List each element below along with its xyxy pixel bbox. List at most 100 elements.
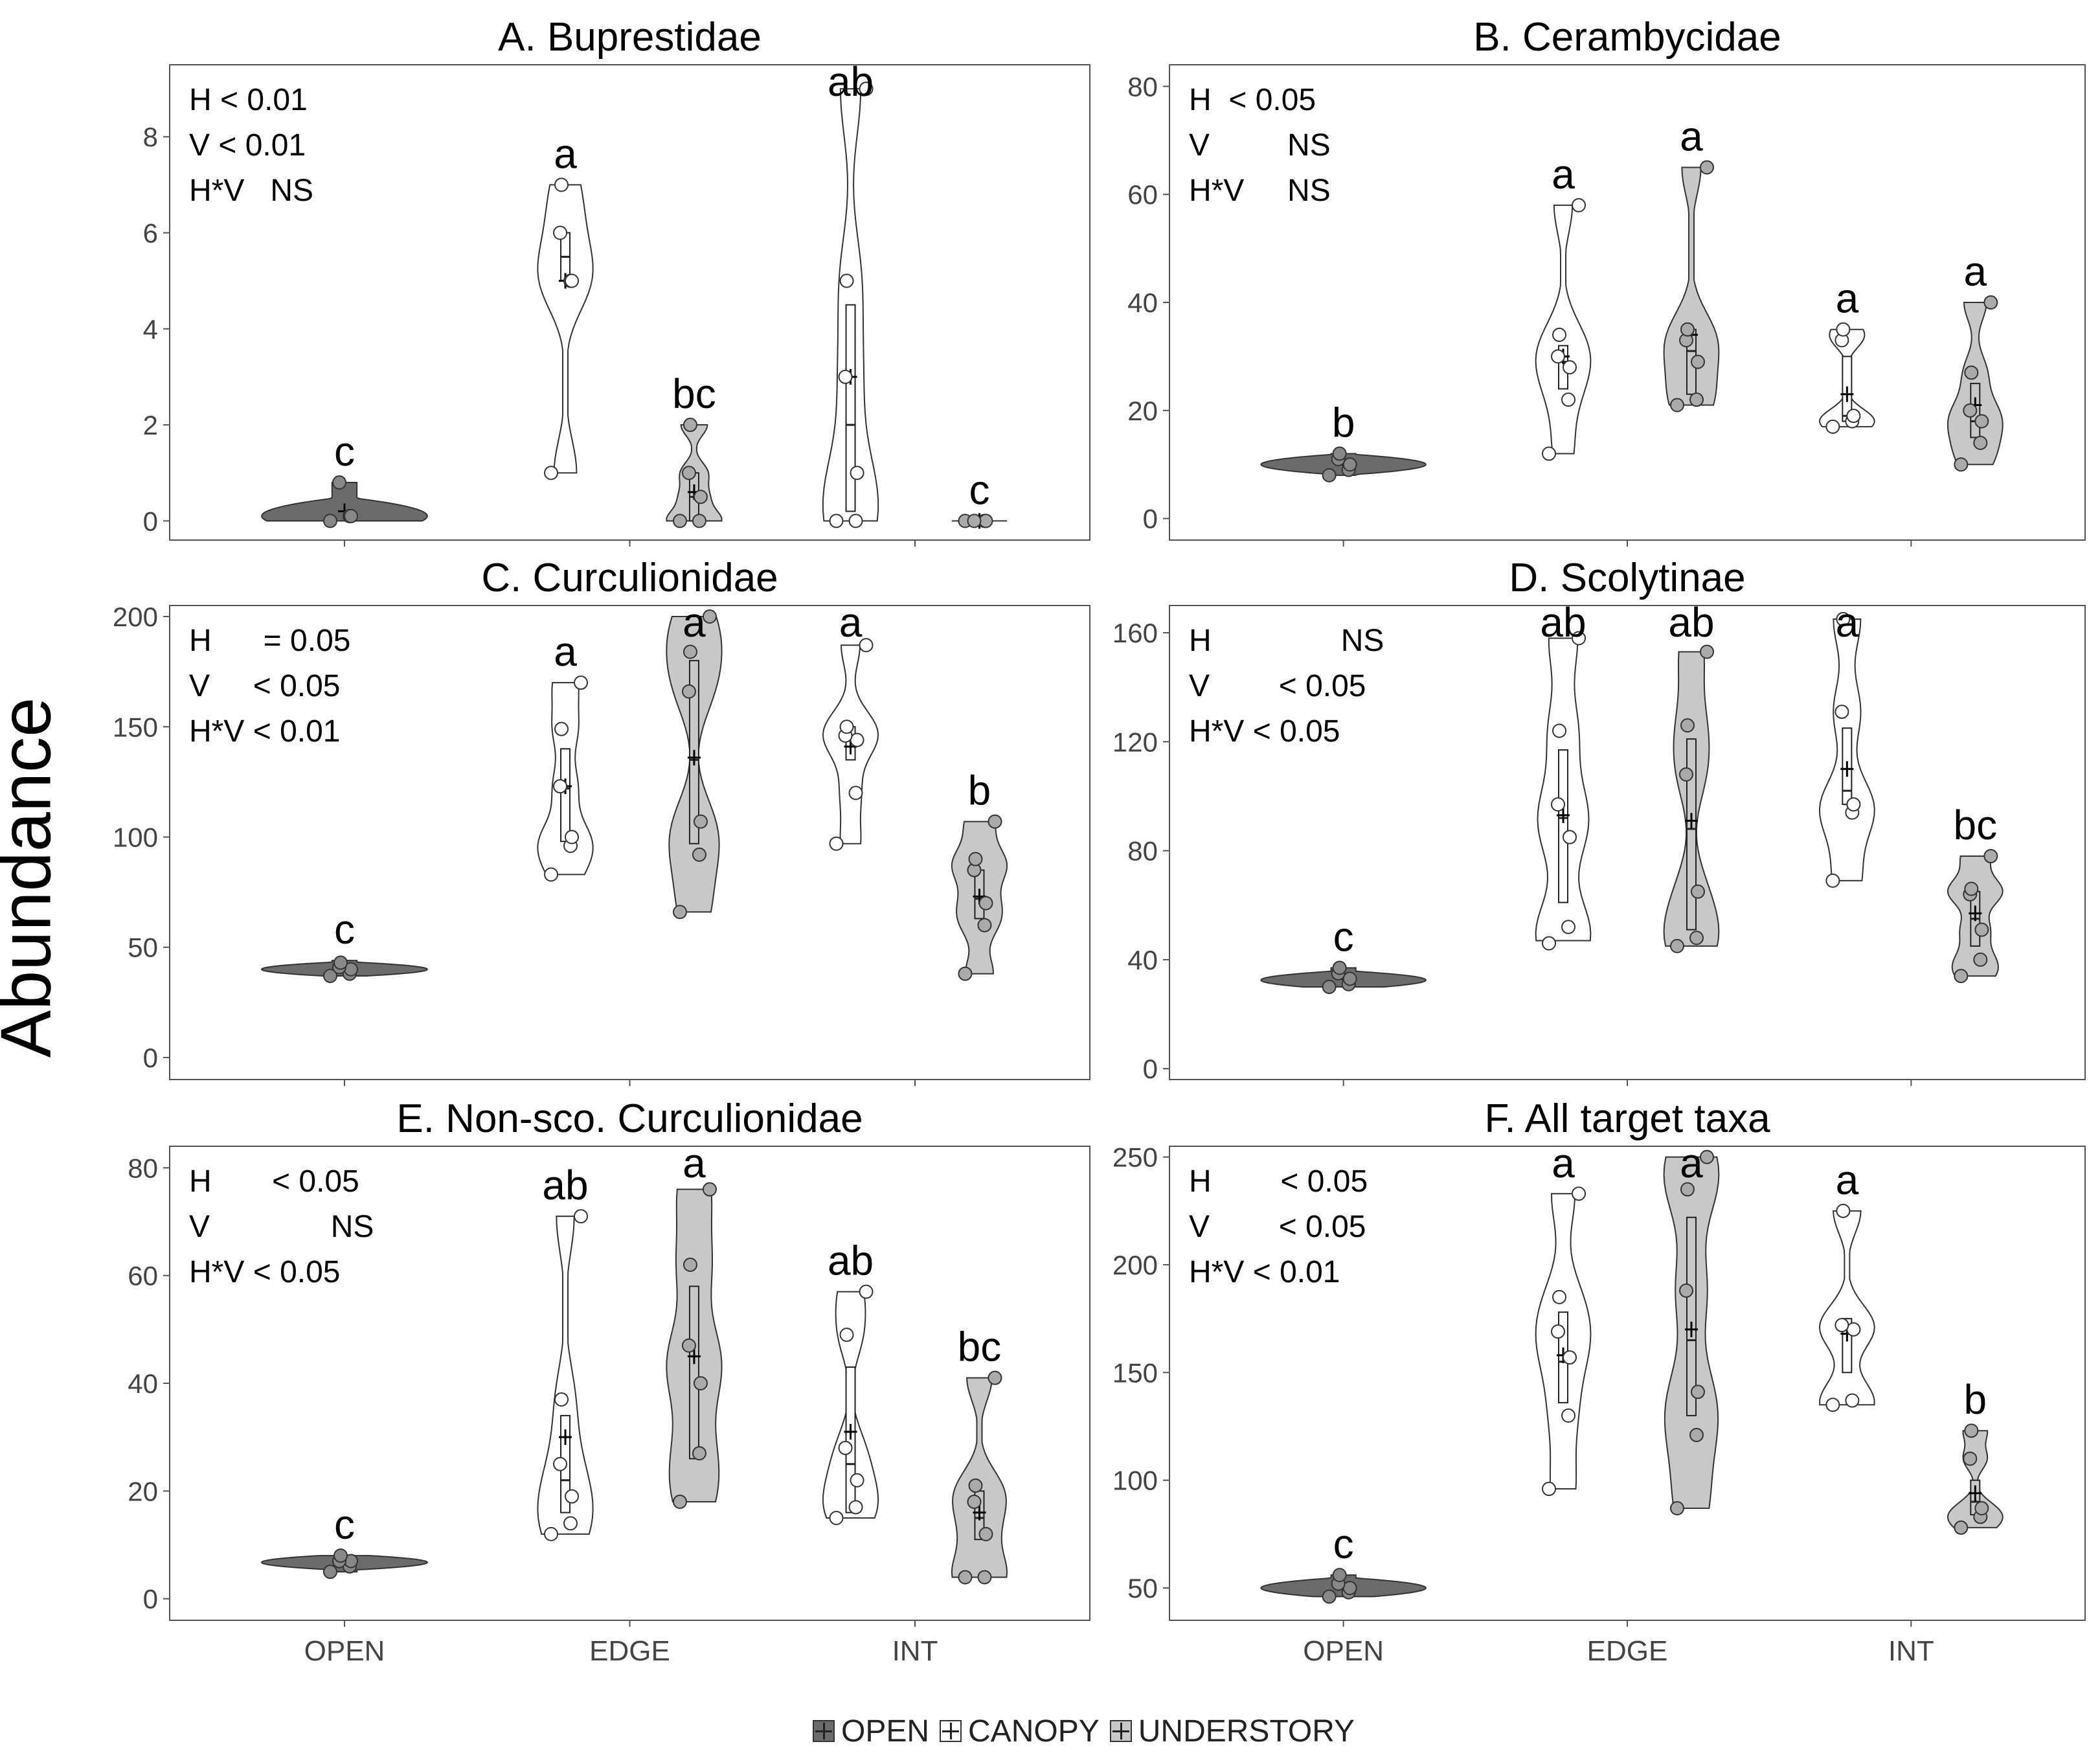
y-tick-label: 20 — [128, 1476, 158, 1506]
box — [845, 1366, 856, 1513]
significance-letter: c — [1333, 1521, 1354, 1567]
data-point — [563, 1516, 578, 1531]
data-point — [681, 1338, 696, 1353]
violin-group-edge-understory: a — [666, 1140, 723, 1509]
panel-4: D. Scolytinae 0 40 80 120 160 H NS V < 0.05 H*V … — [1112, 556, 2086, 1086]
violin-group-int-canopy: ab — [822, 1238, 879, 1525]
data-point — [322, 1565, 337, 1580]
significance-letter: a — [1836, 599, 1859, 646]
data-point — [1561, 392, 1576, 407]
data-point — [1836, 612, 1851, 627]
data-point — [333, 1548, 348, 1563]
significance-letter: bc — [672, 370, 716, 417]
violin — [537, 184, 594, 474]
panel-3: C. Curculionidae 0 50 100 150 200 H = 0.05 V < … — [113, 556, 1090, 1086]
data-point — [1689, 931, 1704, 945]
significance-letter: ab — [828, 58, 874, 105]
panel-title: B. Cerambycidae — [1473, 15, 1781, 60]
violin-group-edge-canopy: ab — [537, 1162, 594, 1541]
data-point — [829, 1510, 844, 1525]
data-point — [1973, 435, 1988, 450]
data-point — [553, 225, 568, 240]
data-point — [1561, 1408, 1576, 1423]
significance-letter: ab — [1668, 599, 1714, 646]
data-point — [958, 966, 973, 981]
violin-group-int-canopy: a — [1818, 599, 1875, 888]
violin-group-int-canopy: a — [822, 599, 879, 851]
data-point — [702, 1182, 717, 1197]
panel-6: F. All target taxa 50 100 150 200 250 OPEN EDGE… — [1112, 1096, 2086, 1667]
data-point — [322, 968, 337, 983]
x-tick-label: INT — [1888, 1635, 1934, 1667]
data-point — [574, 1209, 589, 1224]
significance-letter: a — [554, 628, 577, 675]
significance-letter: ab — [1540, 599, 1586, 646]
significance-letter: a — [1680, 1140, 1703, 1186]
y-tick-label: 0 — [143, 1584, 158, 1614]
data-point — [1690, 1385, 1705, 1399]
significance-letter: c — [334, 906, 355, 953]
y-tick-label: 100 — [113, 822, 158, 852]
significance-letter: c — [334, 1501, 355, 1548]
y-tick-label: 120 — [1112, 727, 1158, 757]
stats-line: V NS — [1189, 128, 1331, 163]
data-point — [1690, 884, 1705, 899]
data-point — [1699, 644, 1714, 659]
data-point — [1332, 960, 1347, 975]
data-point — [988, 814, 1002, 829]
data-point — [1563, 830, 1577, 844]
panel-title: F. All target taxa — [1484, 1096, 1770, 1141]
stats-line: V < 0.05 — [189, 669, 340, 703]
violin-group-open-open: c — [1260, 1521, 1427, 1604]
data-point — [1845, 1393, 1860, 1408]
data-point — [332, 475, 346, 490]
violin-group-edge-understory: a — [1663, 1140, 1720, 1515]
data-point — [1561, 920, 1576, 934]
data-point — [829, 836, 844, 851]
data-point — [1983, 295, 1998, 310]
panel-frame — [1169, 1146, 2086, 1621]
violin-group-int-understory: a — [1947, 248, 2004, 472]
box — [845, 304, 856, 512]
violin-group-int-understory: b — [1947, 1376, 2004, 1535]
legend-item-understory: UNDERSTORY — [1109, 1714, 1355, 1749]
significance-letter: c — [1333, 914, 1354, 960]
significance-letter: a — [1680, 113, 1703, 159]
x-tick-label: EDGE — [1587, 1635, 1668, 1667]
data-point — [1332, 1568, 1347, 1583]
data-point — [553, 779, 568, 794]
panel-frame — [169, 605, 1090, 1080]
data-point — [838, 1440, 853, 1455]
data-point — [978, 1526, 993, 1541]
y-tick-label: 0 — [1143, 504, 1158, 534]
data-point — [1563, 360, 1577, 375]
data-point — [565, 1489, 580, 1504]
y-tick-label: 80 — [128, 1153, 158, 1183]
legend-item-canopy: CANOPY — [940, 1714, 1100, 1749]
data-point — [1690, 354, 1705, 369]
significance-letter: a — [683, 1140, 706, 1186]
data-point — [1342, 971, 1357, 986]
violin-group-open-open: b — [1260, 400, 1427, 482]
violin-group-edge-understory: ab — [1663, 599, 1720, 953]
legend: OPEN CANOPY UNDERSTORY — [813, 1708, 1359, 1754]
data-point — [839, 719, 854, 734]
data-point — [1680, 1182, 1695, 1197]
data-point — [1678, 1283, 1693, 1298]
stats-line: H = 0.05 — [189, 624, 350, 658]
data-point — [1974, 414, 1989, 429]
data-point — [681, 466, 696, 481]
data-point — [1699, 160, 1714, 175]
panel-frame — [1169, 605, 2086, 1080]
y-tick-label: 2 — [143, 410, 158, 440]
significance-letter: b — [1332, 400, 1355, 446]
data-point — [1669, 398, 1684, 413]
data-point — [1836, 1203, 1851, 1218]
data-point — [1680, 718, 1695, 733]
data-point — [1551, 1324, 1566, 1339]
data-point — [692, 847, 706, 862]
y-tick-label: 160 — [1112, 618, 1158, 648]
x-tick-label: INT — [892, 1635, 938, 1667]
y-tick-label: 40 — [128, 1368, 158, 1399]
